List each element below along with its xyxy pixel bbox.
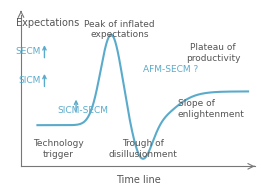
Text: SICM-SECM: SICM-SECM: [57, 106, 108, 115]
Text: Slope of
enlightenment: Slope of enlightenment: [178, 99, 245, 119]
Text: SICM: SICM: [19, 76, 41, 85]
Text: Plateau of
productivity: Plateau of productivity: [186, 43, 240, 63]
Text: SECM: SECM: [16, 47, 41, 56]
Text: AFM-SECM ?: AFM-SECM ?: [143, 65, 198, 74]
Text: Technology
trigger: Technology trigger: [33, 139, 84, 159]
Text: Time line: Time line: [116, 175, 160, 185]
Text: Trough of
disillusionment: Trough of disillusionment: [108, 139, 177, 159]
Text: Expectations: Expectations: [16, 18, 80, 28]
Text: Peak of inflated
expectations: Peak of inflated expectations: [84, 20, 155, 39]
